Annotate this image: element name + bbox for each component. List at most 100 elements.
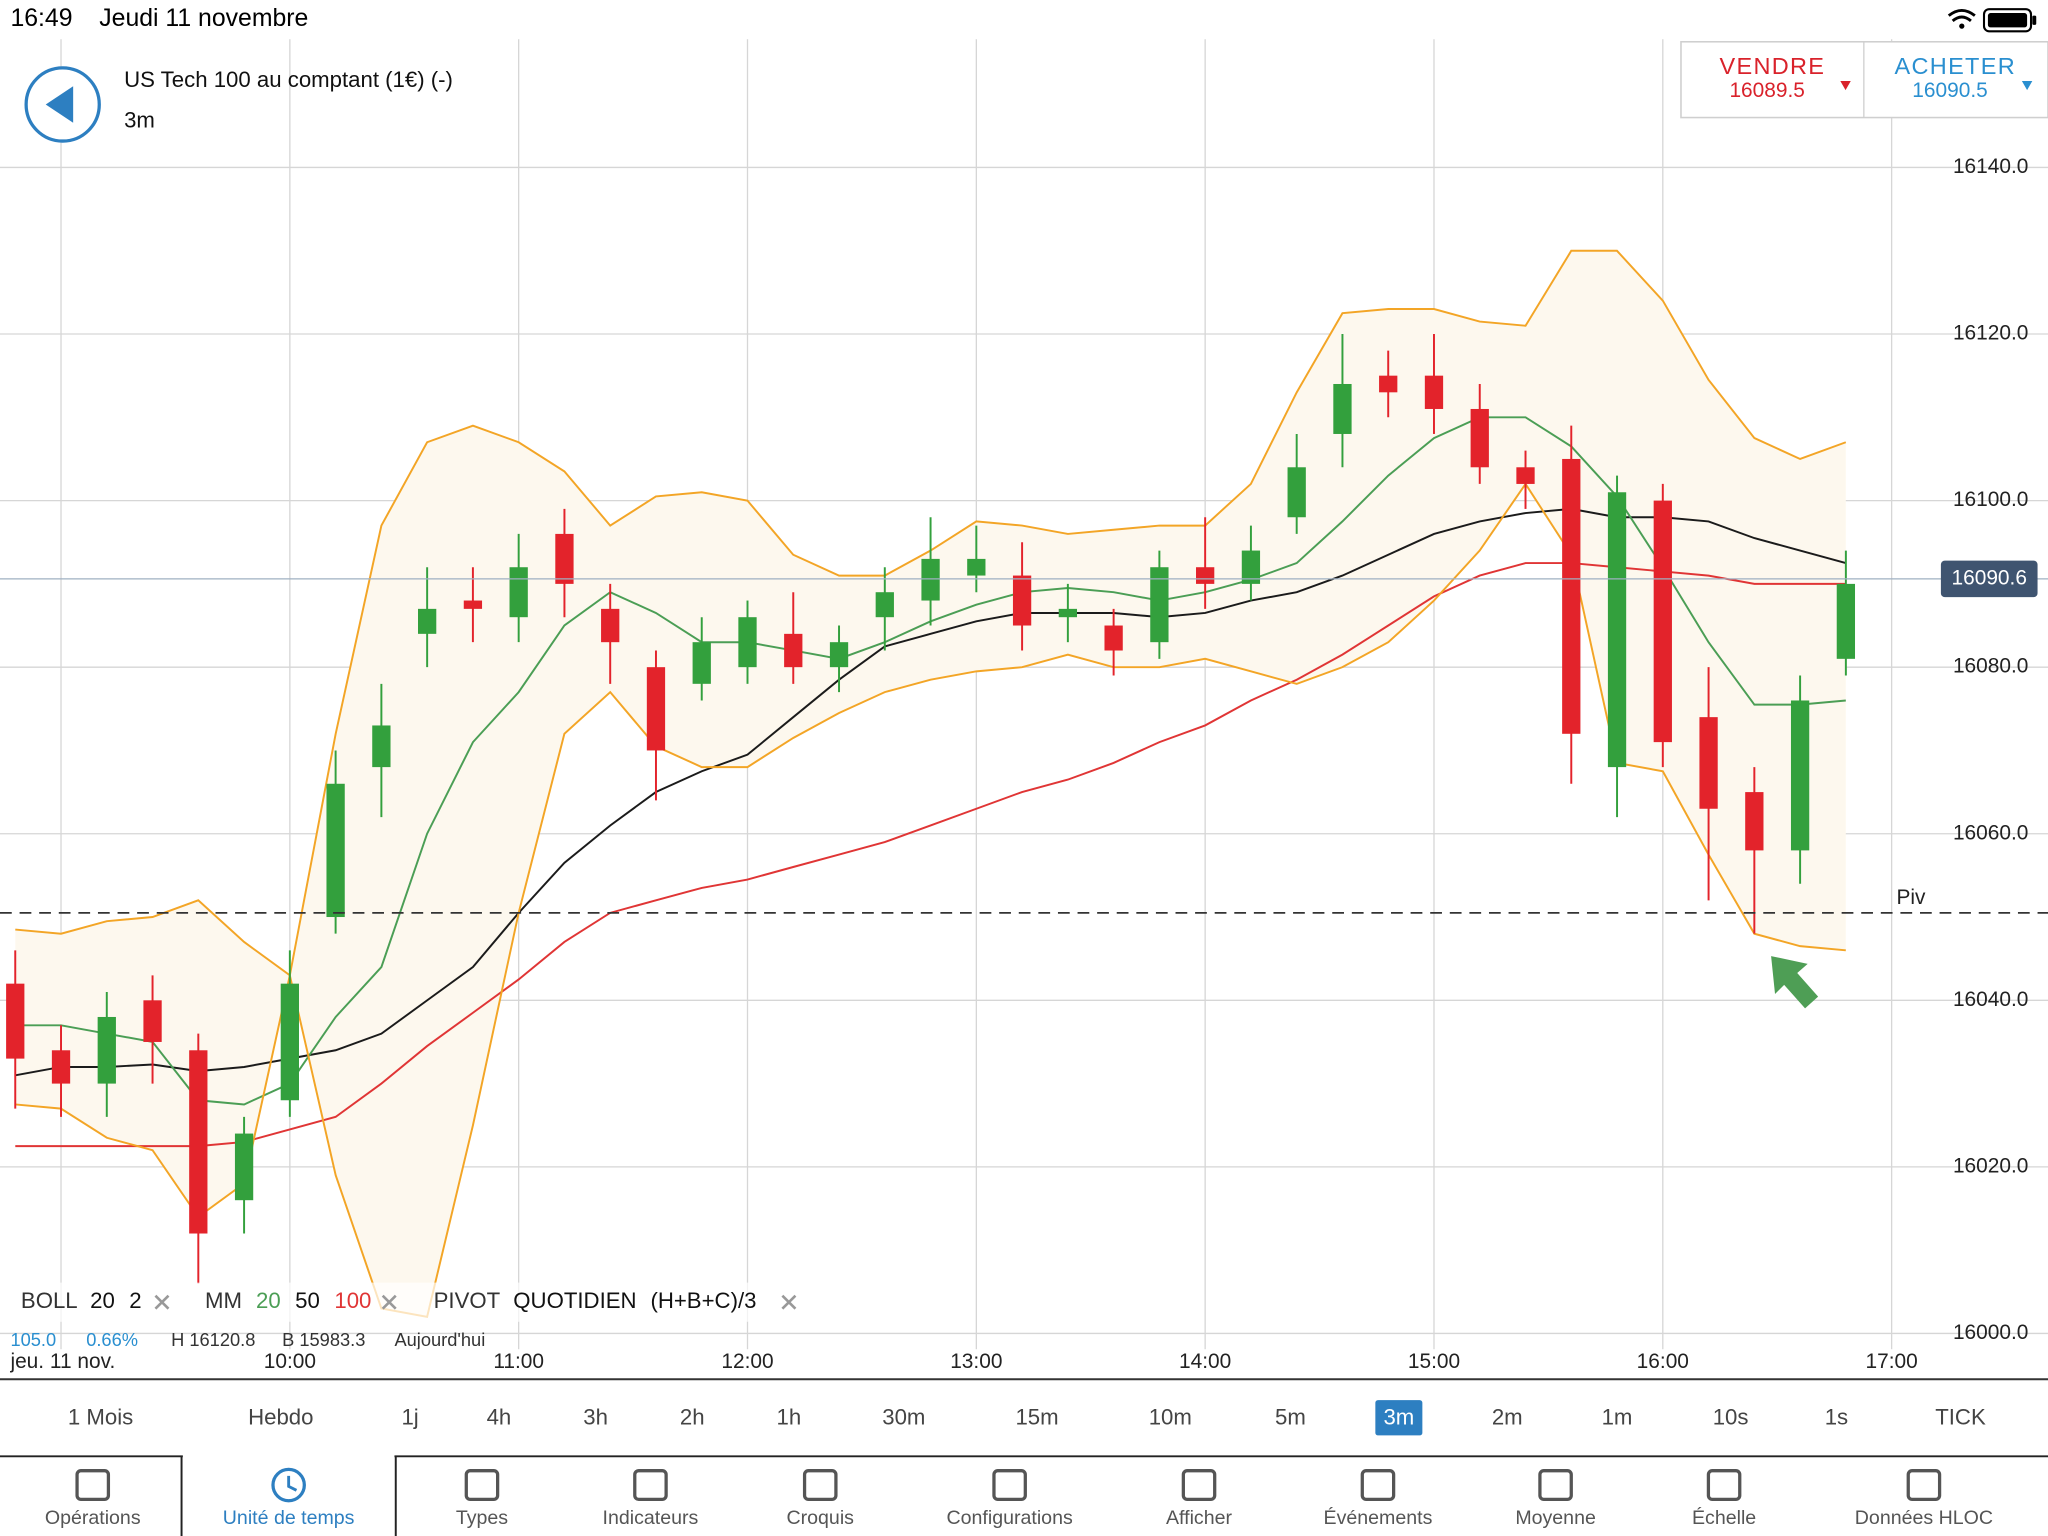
status-date: Jeudi 11 novembre [99,5,308,32]
candle-body [1699,717,1718,809]
tab-cover [182,1453,395,1459]
timeframe-label: 1m [1602,1404,1633,1429]
toolbar-item[interactable]: Types [456,1469,508,1529]
timeframe-option[interactable]: TICK [1935,1404,1986,1429]
candle-body [1745,792,1764,851]
timeframe-option[interactable]: 15m [1015,1404,1058,1429]
timeframe-label: Hebdo [248,1404,313,1429]
toolbar-item[interactable]: Échelle [1692,1469,1756,1529]
buy-label: ACHETER [1895,53,2016,79]
timeframe-option[interactable]: 10s [1713,1404,1749,1429]
timeframe-option[interactable]: 1m [1602,1404,1633,1429]
candle-body [280,983,299,1101]
toolbar-item[interactable]: Unité de temps [180,1453,397,1536]
sell-button[interactable]: VENDRE 16089.5 [1720,53,1851,102]
chart-area [0,39,2048,1380]
annotation-arrow [1771,956,1819,1009]
y-tick-label: 16060.0 [1953,821,2028,844]
timeframe-option[interactable]: 1h [777,1404,802,1429]
y-tick-label: 16020.0 [1953,1154,2028,1177]
y-tick-label: 16040.0 [1953,988,2028,1011]
timeframe-option[interactable]: 2m [1492,1404,1523,1429]
candle-body [1607,492,1627,768]
x-tick-label: 16:00 [1637,1350,1689,1373]
indicator-line [15,507,1847,1077]
buy-button[interactable]: ACHETER 16090.5 [1895,53,2033,102]
info-item: B 15983.3 [282,1329,365,1350]
timeframe-label: 1h [777,1404,802,1429]
candle-body [1104,625,1123,651]
x-tick-label: 14:00 [1179,1350,1231,1373]
timeframe-option[interactable]: 1s [1825,1404,1848,1429]
timeframe-option[interactable]: 30m [882,1404,925,1429]
candle-body [1058,608,1078,618]
instrument-name: US Tech 100 au comptant (1€) (-) [124,67,453,92]
timeframe-option[interactable]: 1 Mois [68,1404,133,1429]
mm-name: MM [205,1288,242,1313]
candle-body [1790,700,1810,851]
timeframe-label: 3h [583,1404,608,1429]
timeframe-bar: 1 Mois Hebdo 1j 4h 3h 2h 1h 30m 15m 10m 5m 3m 2m 1m 10… [68,1400,1986,1436]
toolbar-icon [633,1469,668,1502]
toolbar-icon [992,1469,1027,1502]
timeframe-option[interactable]: 5m [1275,1404,1306,1429]
legend-bg [0,1282,836,1322]
indicator-legend[interactable]: BOLL 20 2 MM 20 50 100 PIVOT QUOTIDIEN (… [21,1288,797,1313]
candle-body [6,983,25,1059]
candle-body [1470,408,1489,468]
toolbar-label: Opérations [45,1507,141,1529]
candle-body [829,642,849,668]
candle-body [692,642,711,684]
toolbar-item[interactable]: Croquis [787,1469,855,1529]
boll-name: BOLL [21,1288,78,1313]
candle-body [189,1050,208,1234]
current-price-label: 16090.6 [1951,566,2026,589]
x-tick-label: 11:00 [493,1350,544,1373]
candle-body [921,558,940,601]
x-tick-label: 17:00 [1866,1350,1918,1373]
timeframe-option[interactable]: Hebdo [248,1404,313,1429]
back-button[interactable] [24,66,101,143]
toolbar-item[interactable]: Opérations [45,1469,141,1529]
y-tick-label: 16120.0 [1953,322,2028,345]
indicator-line [15,482,1846,1318]
timeframe-label: 1 Mois [68,1404,133,1429]
timeframe-label: 15m [1015,1404,1058,1429]
timeframe-option[interactable]: 2h [680,1404,705,1429]
toolbar-label: Données HLOC [1855,1507,1993,1529]
timeframe-option[interactable]: 4h [487,1404,512,1429]
toolbar-icon [1538,1469,1573,1502]
timeframe-label: 5m [1275,1404,1306,1429]
candle-body [372,725,391,768]
x-tick-label: 13:00 [950,1350,1002,1373]
toolbar: Opérations Unité de temps Types Indicateurs… [45,1453,1993,1536]
x-axis: jeu. 11 nov. 10:00 11:00 12:00 13:00 14:00 15:… [9,1350,1917,1373]
y-tick-label: 16140.0 [1953,155,2028,178]
y-tick-label: 16080.0 [1953,655,2028,678]
timeframe-option[interactable]: 10m [1149,1404,1192,1429]
timeframe-option[interactable]: 3m [1375,1400,1423,1436]
candle-body [1516,467,1535,484]
candle-body [555,533,574,584]
candle-body [1836,583,1856,659]
sell-label: VENDRE [1720,53,1826,79]
toolbar-label: Unité de temps [223,1507,355,1529]
toolbar-icon [464,1469,500,1502]
timeframe-option[interactable]: 1j [401,1404,418,1429]
toolbar-label: Types [456,1507,508,1529]
timeframe-option[interactable]: 3h [583,1404,608,1429]
toolbar-item[interactable]: Configurations [947,1469,1073,1529]
toolbar-icon [802,1469,838,1502]
toolbar-item[interactable]: Événements [1324,1469,1433,1529]
toolbar-item[interactable]: Afficher [1166,1469,1233,1529]
toolbar-icon [271,1467,306,1503]
timeframe-label: 2m [1492,1404,1523,1429]
buy-price: 16090.5 [1912,79,1987,102]
y-tick-label: 16000.0 [1953,1321,2028,1344]
toolbar-item[interactable]: Données HLOC [1855,1469,1993,1529]
toolbar-item[interactable]: Moyenne [1515,1469,1596,1529]
toolbar-item[interactable]: Indicateurs [603,1469,699,1529]
candle-body [463,600,483,609]
candle-body [784,633,803,668]
